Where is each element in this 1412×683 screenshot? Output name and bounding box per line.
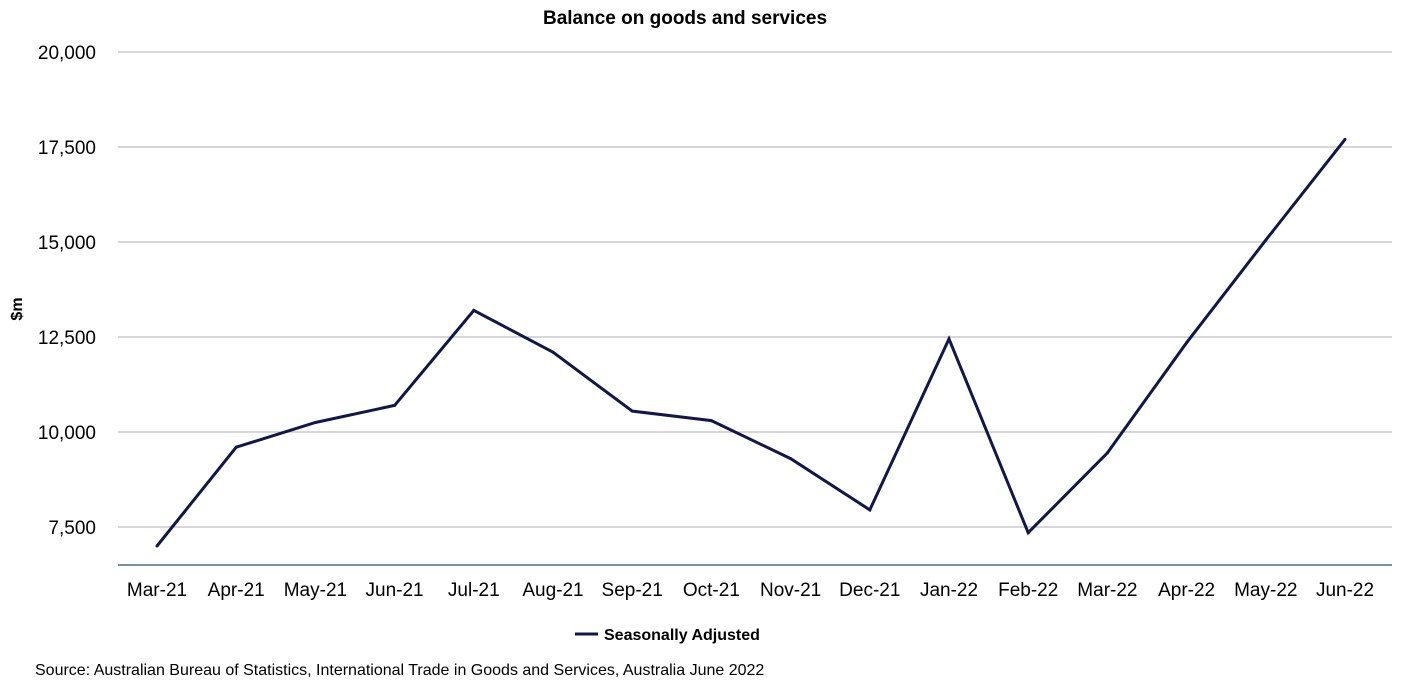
data-point [1185,341,1189,345]
series-line [155,138,1347,547]
x-tick-label: Oct-21 [683,580,740,601]
data-point [630,409,634,413]
data-point [947,337,951,341]
data-point [868,508,872,512]
x-tick-label: Dec-21 [839,580,900,601]
x-tick-label: Apr-22 [1158,580,1215,601]
x-tick-label: Sep-21 [602,580,663,601]
x-tick-label: Jun-21 [366,580,424,601]
legend: Seasonally Adjusted [575,627,760,644]
x-tick-label: Jan-22 [920,580,978,601]
y-tick-label: 7,500 [48,518,96,539]
chart-title: Balance on goods and services [543,8,827,29]
data-point [1343,137,1347,141]
x-tick-label: Nov-21 [760,580,821,601]
x-tick-label: Aug-21 [522,580,583,601]
y-tick-label: 10,000 [38,423,96,444]
data-point [551,350,555,354]
data-point [789,457,793,461]
series-layer [155,137,1347,548]
y-tick-label: 12,500 [38,328,96,349]
data-point [1026,531,1030,535]
x-tick-label: May-21 [284,580,347,601]
data-point [234,445,238,449]
legend-label: Seasonally Adjusted [604,627,760,644]
y-tick-label: 20,000 [38,43,96,64]
data-point [155,544,159,548]
x-tick-label: Mar-21 [127,580,187,601]
x-tick-label: Mar-22 [1077,580,1137,601]
source-note: Source: Australian Bureau of Statistics,… [35,662,764,679]
x-axis-ticks: Mar-21 Apr-21 May-21 Jun-21 Jul-21 Aug-21 Sep-… [127,580,1374,601]
data-point [1105,451,1109,455]
data-point [472,308,476,312]
data-point [1264,238,1268,242]
gridlines [118,51,1392,566]
data-point [313,421,317,424]
x-tick-label: Apr-21 [208,580,265,601]
x-tick-label: May-22 [1234,580,1297,601]
y-tick-label: 15,000 [38,233,96,254]
data-point [709,419,713,423]
x-tick-label: Feb-22 [998,580,1058,601]
y-axis-ticks: 7,500 10,000 12,500 15,000 17,500 20,000 [38,43,96,539]
y-tick-label: 17,500 [38,138,96,159]
data-point [393,403,397,407]
x-tick-label: Jul-21 [448,580,500,601]
y-axis-title: $m [9,297,26,320]
x-tick-label: Jun-22 [1316,580,1374,601]
